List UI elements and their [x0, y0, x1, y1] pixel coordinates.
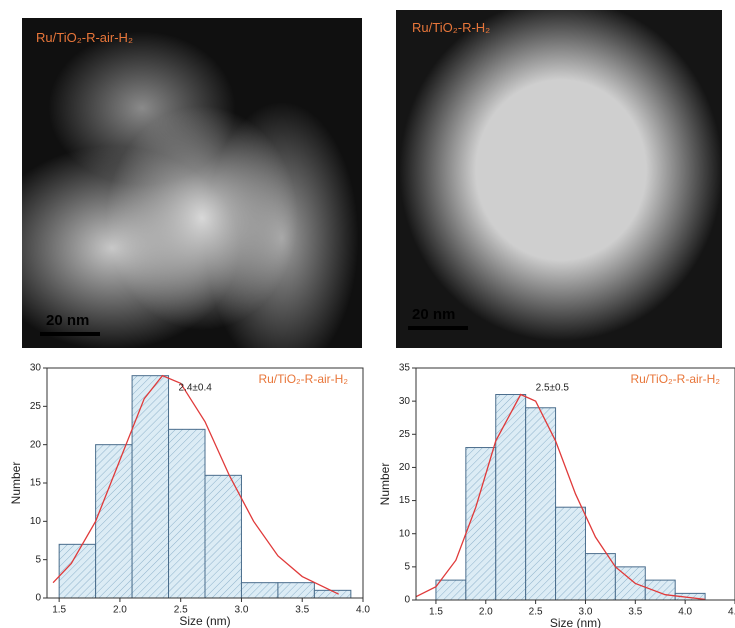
fit-curve: [52, 374, 339, 595]
bar: [435, 579, 467, 601]
x-tick-label: 3.5: [628, 607, 642, 618]
y-tick-label: 0: [35, 593, 41, 604]
scale-bar-label: 20 nm: [412, 306, 456, 323]
scale-bar: [40, 332, 100, 336]
y-tick-label: 30: [30, 363, 42, 374]
y-tick-label: 10: [30, 516, 42, 527]
plot-frame: [415, 367, 735, 601]
annotation: 2.5±0.5: [536, 383, 570, 394]
x-tick-label: 3.0: [235, 605, 249, 616]
x-axis-title: Size (nm): [179, 614, 230, 628]
fit-curve: [415, 393, 706, 600]
image-label: Ru/TiO₂-R-H₂: [412, 20, 491, 35]
bar: [240, 582, 279, 599]
y-tick-label: 20: [30, 439, 42, 450]
bar: [277, 582, 315, 599]
x-tick-label: 2.5: [529, 607, 543, 618]
legend: Ru/TiO₂-R-air-H₂: [630, 372, 720, 386]
scale-bar-label: 20 nm: [46, 312, 90, 329]
y-axis-title: Number: [9, 462, 23, 505]
y-tick-label: 30: [399, 396, 411, 407]
x-tick-label: 2.0: [113, 605, 127, 616]
y-tick-label: 5: [404, 561, 410, 572]
y-tick-label: 5: [35, 554, 41, 565]
x-tick-label: 3.5: [295, 605, 309, 616]
x-tick-label: 1.5: [429, 607, 443, 618]
y-tick-label: 15: [30, 478, 42, 489]
x-tick-label: 4.5: [728, 607, 735, 618]
bar: [465, 447, 497, 601]
x-tick-label: 4.0: [678, 607, 692, 618]
annotation: 2.4±0.4: [179, 383, 213, 394]
micrograph: Ru/TiO₂-R-H₂ 20 nm: [396, 10, 722, 348]
y-tick-label: 10: [399, 528, 411, 539]
x-axis-title: Size (nm): [550, 616, 601, 628]
micrograph: Ru/TiO₂-R-air-H₂ 20 nm: [22, 18, 362, 348]
x-tick-label: 3.0: [579, 607, 593, 618]
y-tick-label: 15: [399, 495, 411, 506]
y-tick-label: 0: [404, 595, 410, 606]
y-tick-label: 25: [30, 401, 42, 412]
bar: [644, 579, 676, 601]
bar: [204, 474, 242, 599]
x-tick-label: 1.5: [52, 605, 66, 616]
x-tick-label: 2.0: [479, 607, 493, 618]
bar: [95, 444, 133, 599]
x-tick-label: 4.0: [356, 605, 370, 616]
bar: [525, 407, 557, 601]
y-tick-label: 35: [399, 363, 411, 374]
y-tick-label: 25: [399, 429, 411, 440]
charts: 1.5 2.0 2.5 3.0 3.5 4.0 0 5 10 15 20 25 30 Size (nm) N…: [9, 363, 735, 628]
bar: [168, 428, 206, 599]
y-tick-label: 20: [399, 462, 411, 473]
bar: [555, 506, 586, 601]
bar: [131, 375, 170, 599]
scale-bar: [408, 326, 468, 330]
bar: [584, 553, 616, 601]
x-tick-label: 2.5: [174, 605, 188, 616]
legend: Ru/TiO₂-R-air-H₂: [258, 372, 348, 386]
bar: [495, 394, 527, 601]
bar: [614, 566, 646, 601]
image-label: Ru/TiO₂-R-air-H₂: [36, 30, 133, 45]
y-axis-title: Number: [378, 463, 392, 506]
